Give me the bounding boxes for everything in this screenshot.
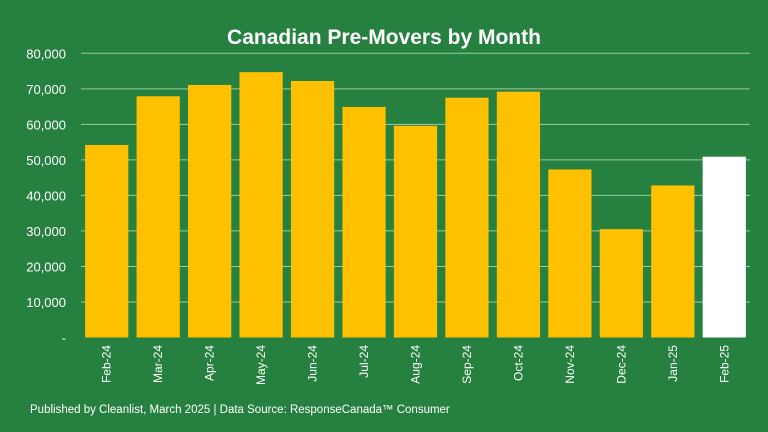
y-tick-label: - xyxy=(62,331,66,346)
bar xyxy=(496,91,541,338)
chart-title: Canadian Pre-Movers by Month xyxy=(227,26,541,49)
y-tick-label: 30,000 xyxy=(26,224,66,239)
x-tick-label: Feb-25 xyxy=(717,345,731,383)
y-tick-label: 40,000 xyxy=(26,188,66,203)
bar xyxy=(290,81,335,338)
x-tick-label: Nov-24 xyxy=(563,345,577,384)
bar xyxy=(599,229,643,338)
x-tick-label: Feb-24 xyxy=(100,345,114,383)
x-tick-label: Sep-24 xyxy=(460,345,474,384)
bar xyxy=(342,106,386,338)
bar xyxy=(136,96,180,338)
y-tick-label: 50,000 xyxy=(26,153,66,168)
y-tick-label: 10,000 xyxy=(26,295,66,310)
bar xyxy=(85,144,129,338)
footer-source: Published by Cleanlist, March 2025 | Dat… xyxy=(30,404,450,416)
y-tick-label: 20,000 xyxy=(26,259,66,274)
x-tick-label: Jan-25 xyxy=(666,345,680,382)
x-tick-label: May-24 xyxy=(254,345,268,385)
y-tick-label: 60,000 xyxy=(26,117,66,132)
x-tick-label: Aug-24 xyxy=(409,345,423,384)
bar xyxy=(548,169,592,338)
bar xyxy=(651,185,695,338)
bar xyxy=(239,72,283,338)
bar xyxy=(188,84,232,338)
y-tick-label: 70,000 xyxy=(26,82,66,97)
y-tick-label: 80,000 xyxy=(26,46,66,61)
bar xyxy=(702,156,746,338)
x-tick-label: Jun-24 xyxy=(306,345,320,382)
x-tick-label: Dec-24 xyxy=(614,345,628,384)
x-tick-label: Mar-24 xyxy=(151,345,165,383)
x-tick-label: Apr-24 xyxy=(203,345,217,381)
x-tick-label: Jul-24 xyxy=(357,345,371,378)
bar xyxy=(393,125,438,338)
bar xyxy=(445,97,489,338)
x-tick-label: Oct-24 xyxy=(511,345,525,381)
